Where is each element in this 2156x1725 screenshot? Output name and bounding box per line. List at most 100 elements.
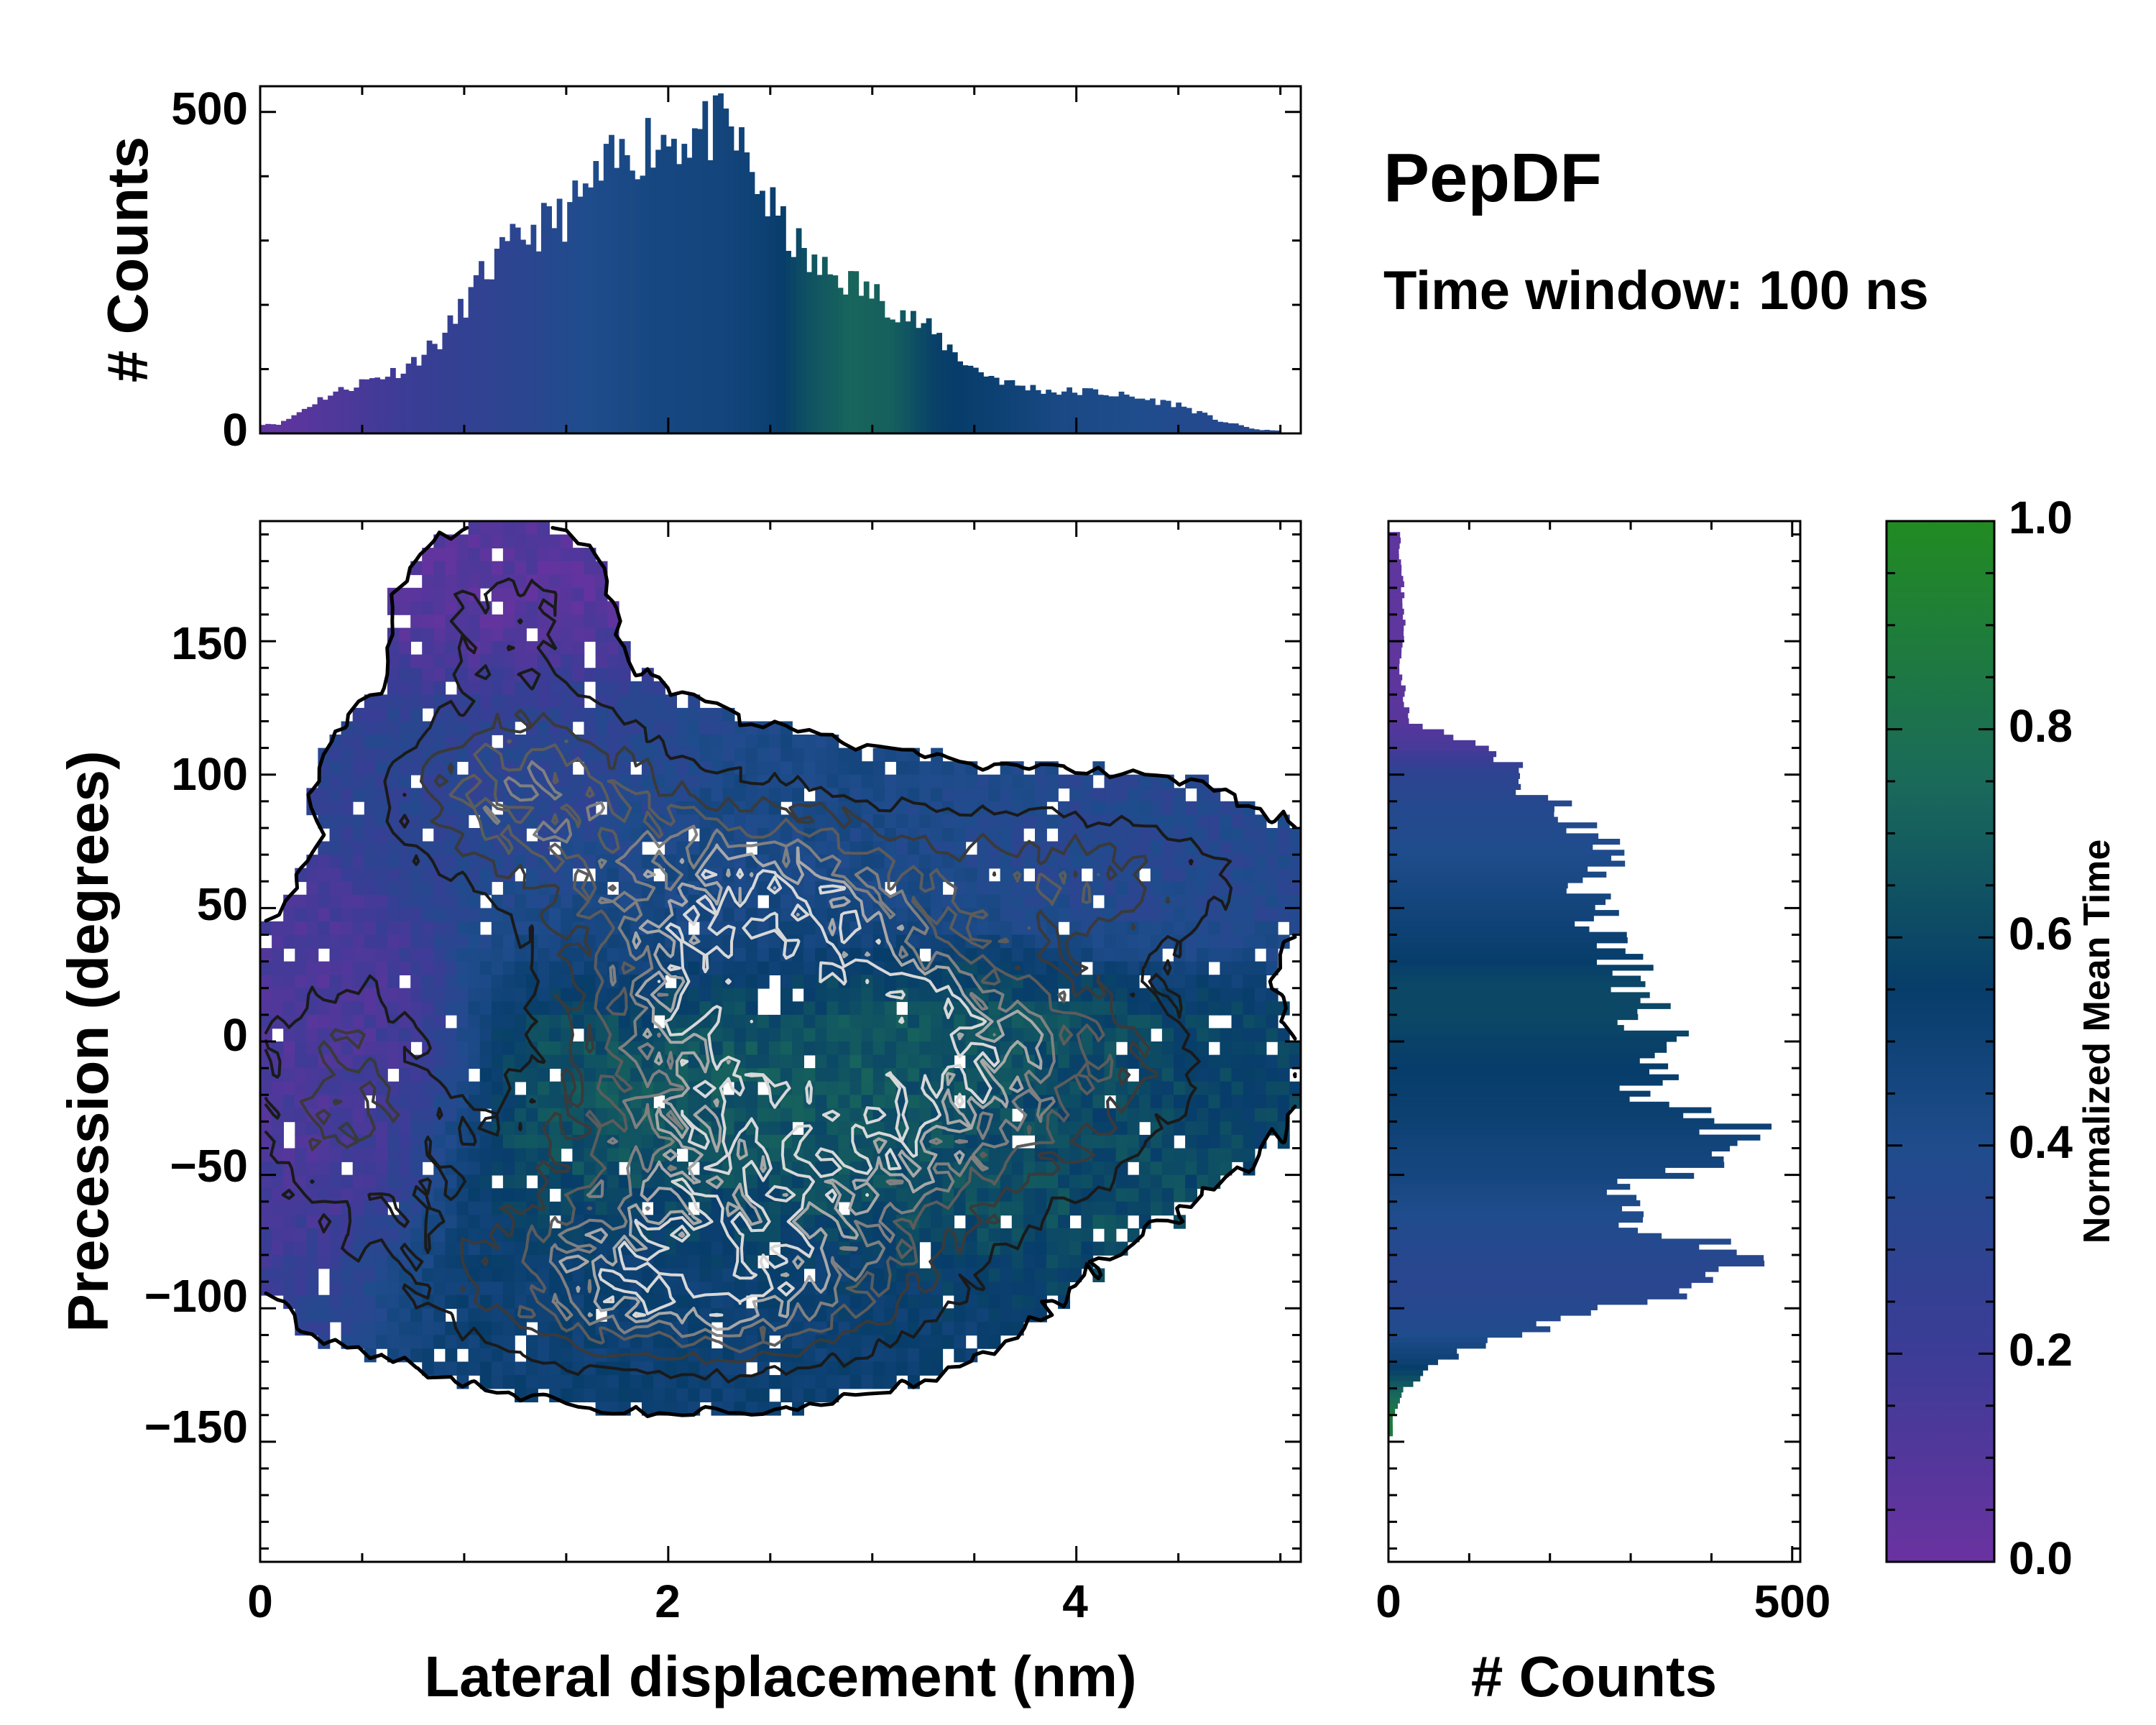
heatmap-cell: [502, 1335, 515, 1349]
heatmap-cell: [1197, 814, 1210, 829]
heatmap-cell: [445, 1028, 458, 1042]
histogram-bar: [265, 423, 271, 433]
heatmap-cell: [515, 1108, 527, 1123]
histogram-bar: [1388, 839, 1621, 845]
histogram-bar: [1388, 1167, 1666, 1174]
heatmap-cell: [745, 814, 758, 829]
histogram-bar: [1388, 970, 1613, 977]
heatmap-cell: [919, 788, 931, 802]
heatmap-cell: [1023, 894, 1036, 909]
heatmap-cell: [780, 735, 793, 749]
heatmap-cell: [410, 761, 423, 776]
heatmap-cell: [387, 774, 400, 789]
heatmap-cell: [387, 1174, 400, 1189]
heatmap-cell: [387, 668, 400, 682]
heatmap-cell: [352, 1201, 365, 1216]
heatmap-cell: [329, 975, 342, 989]
heatmap-cell: [422, 1348, 435, 1363]
heatmap-cell: [561, 988, 573, 1003]
heatmap-cell: [352, 1108, 365, 1123]
histogram-bar: [619, 139, 625, 434]
heatmap-cell: [618, 668, 631, 682]
heatmap-cell: [561, 881, 573, 896]
heatmap-cell: [295, 975, 308, 989]
heatmap-cell: [479, 1201, 492, 1216]
histogram-bar: [270, 424, 277, 433]
heatmap-cell: [502, 574, 515, 589]
heatmap-cell: [410, 868, 423, 883]
x-tick-label: 2: [655, 1576, 681, 1627]
heatmap-cell: [826, 748, 839, 762]
heatmap-cell: [1069, 1095, 1082, 1109]
histogram-bar: [296, 412, 303, 433]
heatmap-cell: [549, 681, 562, 696]
heatmap-cell: [479, 654, 492, 668]
histogram-bar: [1155, 405, 1161, 433]
heatmap-cell: [561, 1348, 573, 1363]
heatmap-cell: [422, 614, 435, 629]
heatmap-cell: [942, 855, 955, 869]
heatmap-cell: [1174, 894, 1186, 909]
histogram-bar: [333, 391, 339, 433]
heatmap-cell: [895, 814, 908, 829]
heatmap-cell: [329, 1268, 342, 1282]
heatmap-cell: [422, 934, 435, 949]
histogram-bar: [1388, 537, 1401, 544]
histogram-bar: [1388, 816, 1558, 823]
heatmap-cell: [965, 1321, 978, 1336]
heatmap-cell: [283, 1081, 296, 1096]
heatmap-cell: [318, 1028, 331, 1042]
heatmap-cell: [491, 1148, 504, 1162]
heatmap-cell: [433, 601, 446, 615]
histogram-bar: [879, 300, 885, 433]
heatmap-cell: [1197, 788, 1210, 802]
heatmap-cell: [965, 855, 978, 869]
heatmap-cell: [803, 1068, 816, 1082]
heatmap-cell: [433, 921, 446, 936]
heatmap-cell: [872, 1268, 885, 1282]
heatmap-cell: [433, 641, 446, 656]
heatmap-cell: [665, 841, 677, 855]
heatmap-cell: [895, 1361, 908, 1376]
heatmap-cell: [688, 1388, 701, 1403]
heatmap-cell: [1127, 1121, 1140, 1136]
heatmap-cell: [410, 1001, 423, 1016]
histogram-bar: [1388, 811, 1554, 818]
heatmap-cell: [803, 1294, 816, 1310]
heatmap-cell: [1000, 1308, 1013, 1322]
heatmap-cell: [1104, 1041, 1117, 1056]
heatmap-cell: [1115, 1188, 1128, 1202]
heatmap-cell: [884, 1294, 897, 1310]
heatmap-cell: [295, 1255, 308, 1269]
heatmap-cell: [872, 774, 885, 789]
heatmap-cell: [445, 1294, 458, 1310]
heatmap-cell: [931, 1335, 944, 1349]
heatmap-cell: [838, 774, 851, 789]
heatmap-cell: [792, 1388, 804, 1403]
heatmap-cell: [445, 961, 458, 975]
heatmap-cell: [815, 841, 828, 855]
heatmap-cell: [295, 1162, 308, 1176]
heatmap-cell: [1058, 1255, 1070, 1269]
histogram-bar: [1269, 430, 1276, 433]
heatmap-cell: [456, 1014, 469, 1029]
heatmap-cell: [1231, 921, 1244, 936]
histogram-bar: [369, 378, 375, 433]
histogram-bar: [1388, 1238, 1731, 1245]
heatmap-cell: [468, 841, 481, 855]
heatmap-cell: [665, 761, 677, 776]
heatmap-cell: [364, 1255, 377, 1269]
heatmap-cell: [1254, 921, 1267, 936]
heatmap-cell: [491, 521, 504, 535]
heatmap-cell: [479, 988, 492, 1003]
heatmap-cell: [1035, 1188, 1047, 1202]
heatmap-cell: [919, 934, 931, 949]
heatmap-cell: [1266, 881, 1279, 896]
heatmap-cell: [826, 1241, 839, 1256]
heatmap-cell: [1289, 1081, 1301, 1096]
heatmap-cell: [491, 1268, 504, 1282]
heatmap-cell: [665, 1255, 677, 1269]
heatmap-cell: [272, 961, 284, 975]
heatmap-cell: [502, 748, 515, 762]
heatmap-cell: [908, 1095, 920, 1109]
